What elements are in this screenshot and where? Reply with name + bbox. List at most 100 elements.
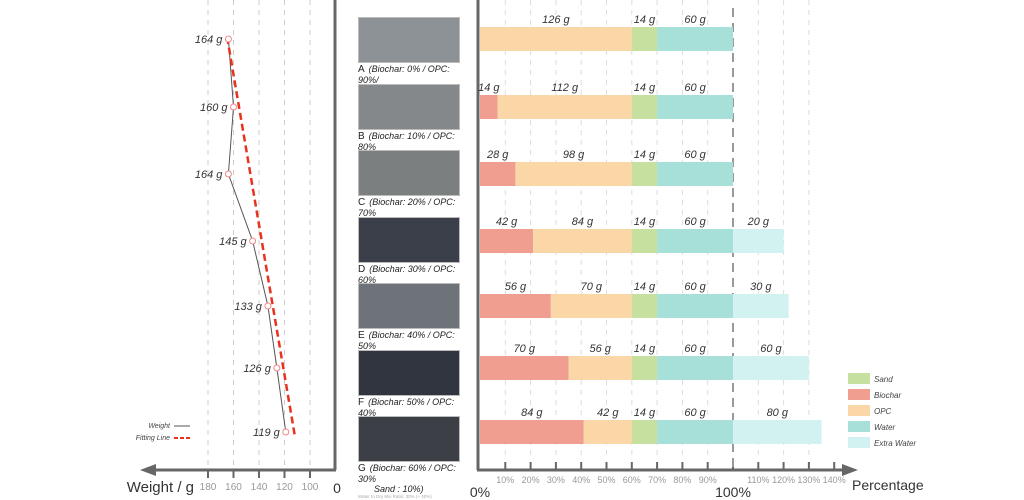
percent-axis-label: Percentage bbox=[852, 477, 924, 493]
sample-letter: D bbox=[358, 263, 366, 275]
weight-point-label: 126 g bbox=[243, 363, 271, 375]
sample-mix-line1: (Biochar: 0% / OPC: 90%/ bbox=[358, 64, 450, 85]
weight-tick-label: 120 bbox=[276, 482, 293, 493]
legend-label: Sand bbox=[874, 375, 893, 384]
bar-segment-opc bbox=[583, 420, 632, 444]
weight-point-label: 119 g bbox=[253, 427, 281, 439]
sample-letter: E bbox=[358, 330, 365, 341]
bar-value-label: 14 g bbox=[634, 216, 656, 228]
weight-tick-label: 100 bbox=[302, 482, 319, 493]
percent-tick-label: 100% bbox=[715, 484, 751, 498]
bar-value-label: 42 g bbox=[496, 216, 518, 228]
percent-axis-arrow bbox=[842, 464, 858, 476]
percent-tick-label: 0% bbox=[470, 484, 490, 498]
percent-tick-label: 20% bbox=[522, 475, 540, 485]
bar-segment-biochar bbox=[480, 95, 498, 119]
bar-value-label: 70 g bbox=[581, 281, 603, 293]
bar-segment-sand bbox=[631, 95, 658, 119]
bar-segment-water bbox=[657, 229, 733, 253]
sample-water-ratio: Water to Dry Mix Ratio: 30% (+ 40%) bbox=[358, 494, 432, 499]
sample-letter: G bbox=[358, 463, 366, 474]
legend-label: Water bbox=[874, 423, 896, 432]
bar-value-label: 56 g bbox=[505, 281, 527, 293]
sample-photo bbox=[358, 283, 460, 329]
weight-point-label: 145 g bbox=[219, 236, 247, 248]
sample-photo bbox=[358, 17, 460, 63]
weight-point bbox=[249, 237, 257, 245]
weight-axis-arrow bbox=[140, 464, 156, 476]
weight-point-label: 164 g bbox=[195, 169, 223, 181]
bar-value-label: 60 g bbox=[760, 343, 782, 355]
bar-value-label: 60 g bbox=[684, 14, 706, 26]
legend-swatch-sand bbox=[848, 373, 870, 384]
bar-value-label: 14 g bbox=[478, 82, 500, 94]
bar-segment-biochar bbox=[480, 229, 534, 253]
bar-segment-opc bbox=[550, 294, 632, 318]
bar-value-label: 112 g bbox=[551, 82, 579, 94]
bar-value-label: 60 g bbox=[684, 149, 706, 161]
bar-value-label: 42 g bbox=[597, 407, 619, 419]
sample-mix-line1: (Biochar: 30% / OPC: 60% bbox=[358, 263, 456, 285]
legend-fitting-label: Fitting Line bbox=[136, 435, 170, 442]
legend-label: Extra Water bbox=[874, 439, 916, 448]
bar-value-label: 56 g bbox=[589, 343, 611, 355]
bar-value-label: 14 g bbox=[634, 281, 656, 293]
bar-segment-biochar bbox=[480, 420, 584, 444]
bar-segment-opc bbox=[480, 27, 632, 51]
percent-tick-label: 10% bbox=[496, 475, 514, 485]
percent-tick-label: 110% bbox=[747, 475, 769, 485]
bar-value-label: 14 g bbox=[634, 343, 656, 355]
bar-segment-sand bbox=[631, 294, 658, 318]
bar-segment-sand bbox=[631, 420, 658, 444]
sample-letter: B bbox=[358, 130, 365, 142]
weight-axis-label: Weight / g bbox=[127, 479, 194, 496]
sample-photo bbox=[358, 216, 460, 263]
percent-tick-label: 90% bbox=[699, 475, 717, 485]
legend-swatch-water bbox=[848, 421, 870, 432]
bar-segment-water bbox=[657, 356, 733, 380]
bar-segment-biochar bbox=[480, 356, 569, 380]
legend-weight-label: Weight bbox=[148, 423, 171, 430]
bar-segment-water bbox=[657, 294, 733, 318]
percent-tick-label: 50% bbox=[597, 475, 615, 485]
sample-b: B(Biochar: 10% / OPC: 80%Sand : 10%) Wat… bbox=[358, 83, 460, 168]
sample-letter: F bbox=[358, 396, 365, 408]
bar-value-label: 60 g bbox=[684, 216, 706, 228]
percent-tick-label: 30% bbox=[547, 475, 565, 485]
bar-segment-biochar bbox=[480, 294, 551, 318]
sample-mix-line1: (Biochar: 40% / OPC: 50% bbox=[358, 330, 455, 351]
legend-swatch-opc bbox=[848, 405, 870, 416]
sample-mix-line1: (Biochar: 10% / OPC: 80% bbox=[358, 130, 455, 152]
bar-value-label: 84 g bbox=[572, 216, 594, 228]
sample-letter: C bbox=[358, 197, 366, 208]
sample-g: G (Biochar: 60% / OPC: 30% Sand : 10%) Wat… bbox=[358, 416, 460, 500]
weight-tick-label: 180 bbox=[200, 482, 217, 493]
sample-photo bbox=[358, 416, 460, 462]
origin-label: 0 bbox=[333, 480, 341, 496]
bar-value-label: 20 g bbox=[747, 216, 770, 228]
bar-value-label: 60 g bbox=[684, 281, 706, 293]
bar-value-label: 60 g bbox=[684, 82, 706, 94]
bar-value-label: 14 g bbox=[634, 82, 656, 94]
bar-segment-water bbox=[657, 27, 733, 51]
bar-value-label: 126 g bbox=[542, 14, 570, 26]
bar-segment-sand bbox=[631, 27, 658, 51]
bar-segment-water bbox=[657, 162, 733, 186]
bar-segment-extra-water bbox=[733, 420, 822, 444]
weight-point bbox=[264, 302, 272, 310]
bar-segment-opc bbox=[533, 229, 632, 253]
weight-point bbox=[230, 103, 237, 111]
bar-value-label: 60 g bbox=[684, 343, 706, 355]
weight-point bbox=[273, 364, 281, 372]
bar-segment-sand bbox=[631, 356, 658, 380]
bar-segment-water bbox=[657, 420, 733, 444]
bar-segment-extra-water bbox=[733, 294, 789, 318]
bar-value-label: 28 g bbox=[486, 149, 509, 161]
bar-segment-biochar bbox=[480, 162, 516, 186]
sample-caption: G (Biochar: 60% / OPC: 30% Sand : 10%) bbox=[358, 463, 460, 494]
percent-tick-label: 60% bbox=[623, 475, 641, 485]
bar-value-label: 60 g bbox=[684, 407, 706, 419]
bar-value-label: 14 g bbox=[634, 14, 656, 26]
weight-point-label: 164 g bbox=[195, 34, 223, 46]
